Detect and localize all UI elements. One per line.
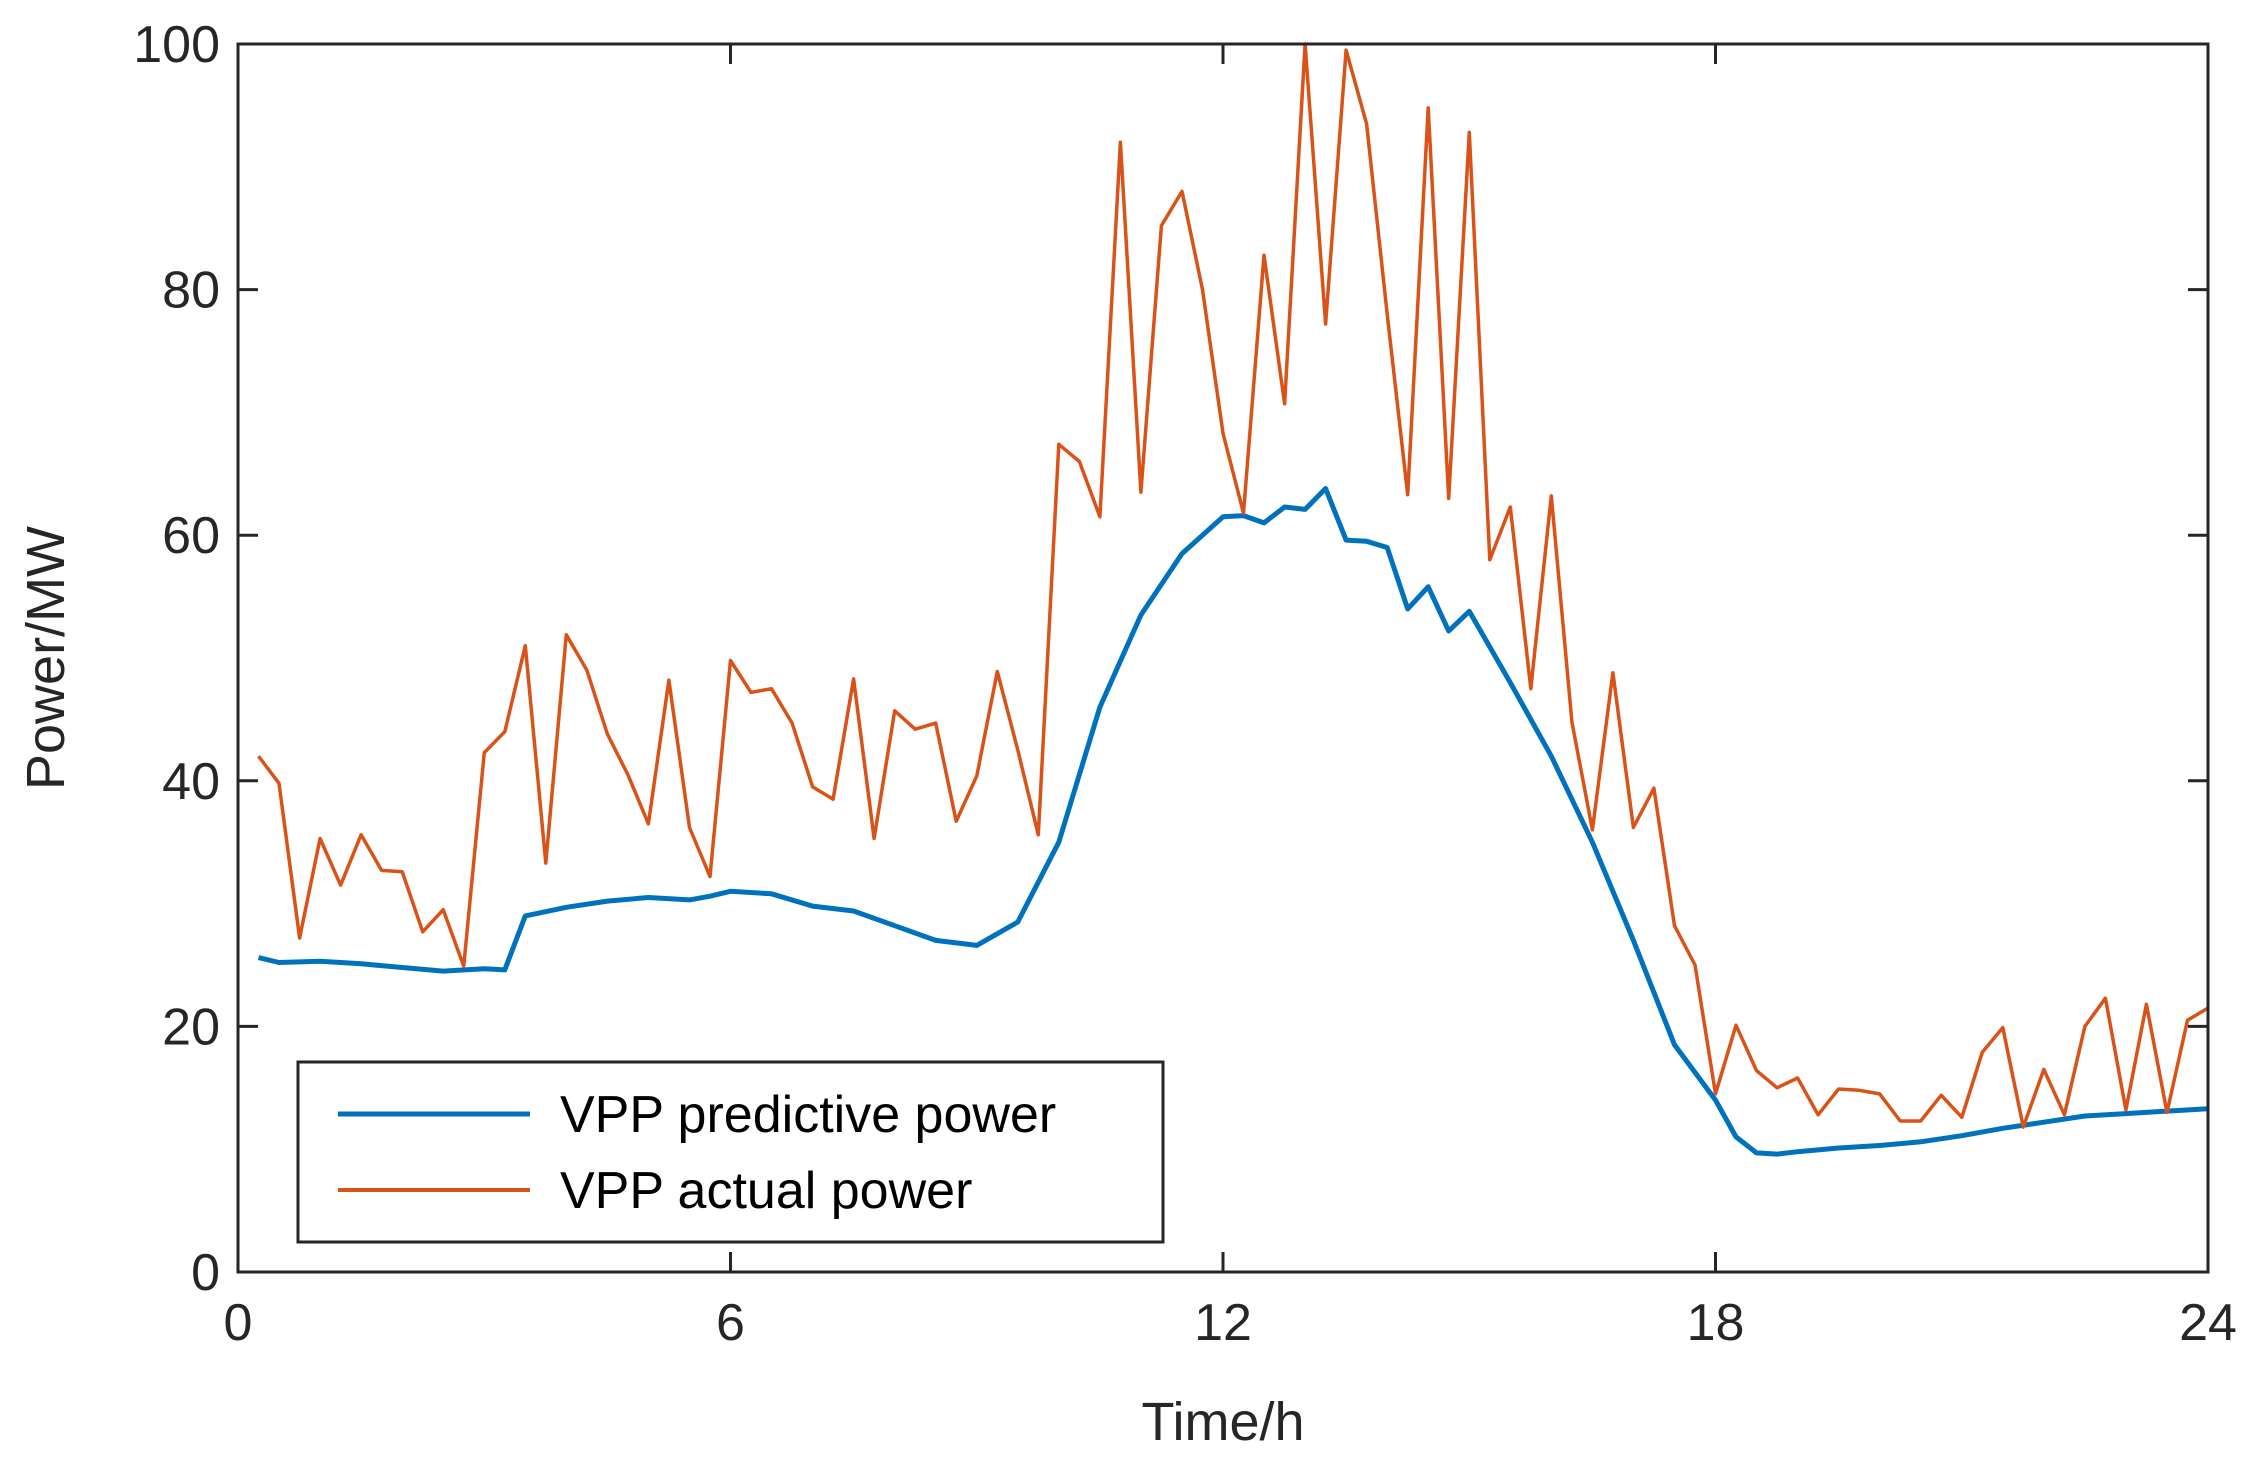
x-axis-label: Time/h (1141, 1392, 1304, 1452)
x-tick-label: 24 (2179, 1294, 2237, 1352)
x-tick-label: 6 (716, 1294, 745, 1352)
y-tick-label: 40 (162, 753, 220, 811)
y-tick-label: 0 (191, 1244, 220, 1302)
series-layer (257, 42, 2209, 1157)
legend-box (296, 1060, 1165, 1244)
y-tick-label: 80 (162, 262, 220, 320)
legend-label-actual: VPP actual power (560, 1162, 972, 1220)
y-tick-label: 60 (162, 507, 220, 565)
series-line-predictive (257, 486, 2209, 1157)
legend: VPP predictive power VPP actual power (296, 1060, 1165, 1244)
y-tick-label: 20 (162, 998, 220, 1056)
y-tick-label: 100 (133, 16, 220, 74)
x-tick-label: 12 (1194, 1294, 1252, 1352)
x-tick-label: 0 (224, 1294, 253, 1352)
axis-ticks: 0 6 12 18 24 0 20 40 60 80 100 (133, 16, 2237, 1352)
x-tick-label: 18 (1687, 1294, 1745, 1352)
series-line-actual (257, 42, 2209, 1129)
legend-label-predictive: VPP predictive power (560, 1086, 1056, 1144)
y-axis-label: Power/MW (16, 526, 76, 790)
